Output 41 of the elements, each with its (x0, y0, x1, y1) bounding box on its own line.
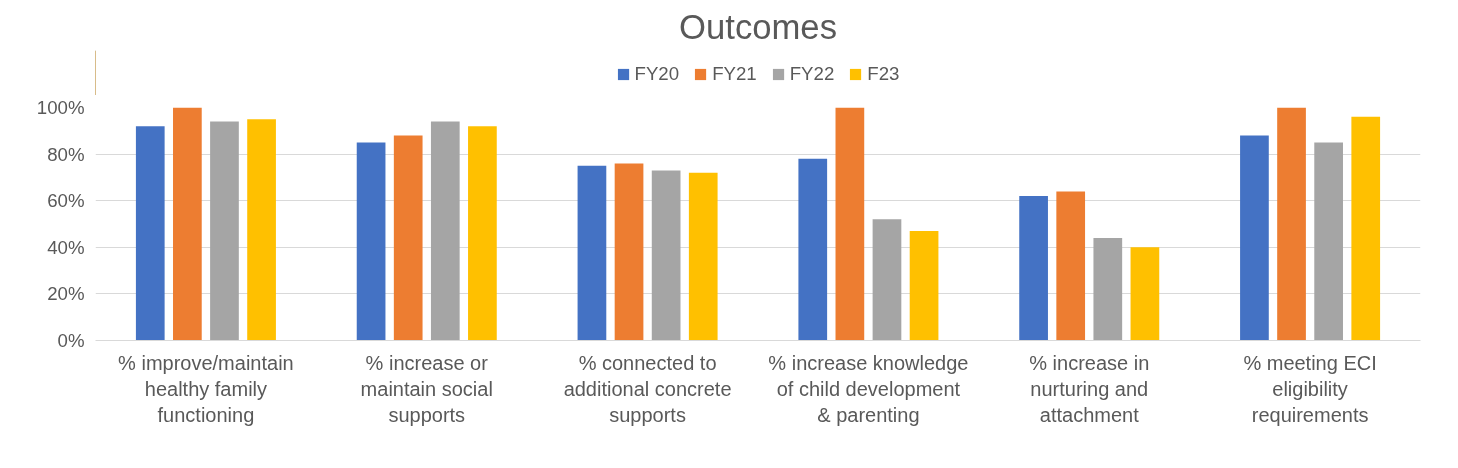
bar (909, 230, 939, 341)
y-tick-label: 100% (36, 97, 85, 118)
bar (1019, 196, 1048, 341)
x-tick-label: % increase or maintain social supports (360, 351, 493, 427)
bar (393, 135, 423, 341)
legend-label: FY22 (789, 63, 835, 85)
bar (1277, 107, 1306, 341)
bar (614, 163, 644, 341)
x-tick-label: % increase knowledge of child development & parenting (768, 351, 969, 427)
bar (1240, 135, 1269, 341)
y-tick-label: 60% (47, 190, 85, 212)
bar (1093, 237, 1123, 341)
bar (1351, 116, 1381, 341)
y-tick-label: 40% (47, 236, 85, 258)
bar (135, 126, 165, 341)
bar (872, 219, 902, 341)
y-tick-label: 20% (47, 283, 85, 305)
legend-label: FY21 (712, 63, 757, 85)
bar (1130, 247, 1160, 341)
x-tick-label: % increase in nurturing and attachment (1029, 351, 1150, 427)
bar (835, 107, 865, 341)
legend-label: F23 (867, 63, 900, 85)
legend-label: FY20 (634, 63, 680, 85)
bar (430, 121, 460, 341)
bar (1314, 142, 1343, 341)
bar (173, 107, 202, 341)
bar (247, 119, 276, 341)
y-tick-label: 0% (57, 330, 85, 351)
bar (688, 172, 718, 341)
x-tick-label: % improve/maintain healthy family functioning (118, 351, 294, 427)
bar (577, 165, 607, 341)
bar (210, 121, 239, 341)
chart-title: Outcomes (679, 7, 837, 46)
bar (651, 170, 681, 341)
bar (798, 158, 828, 341)
bar (1056, 191, 1086, 341)
bar (356, 142, 386, 341)
bar (468, 126, 497, 341)
x-tick-label: % meeting ECI eligibility requirements (1243, 351, 1377, 427)
x-tick-label: % connected to additional concrete supports (563, 351, 732, 427)
y-tick-label: 80% (47, 143, 85, 165)
